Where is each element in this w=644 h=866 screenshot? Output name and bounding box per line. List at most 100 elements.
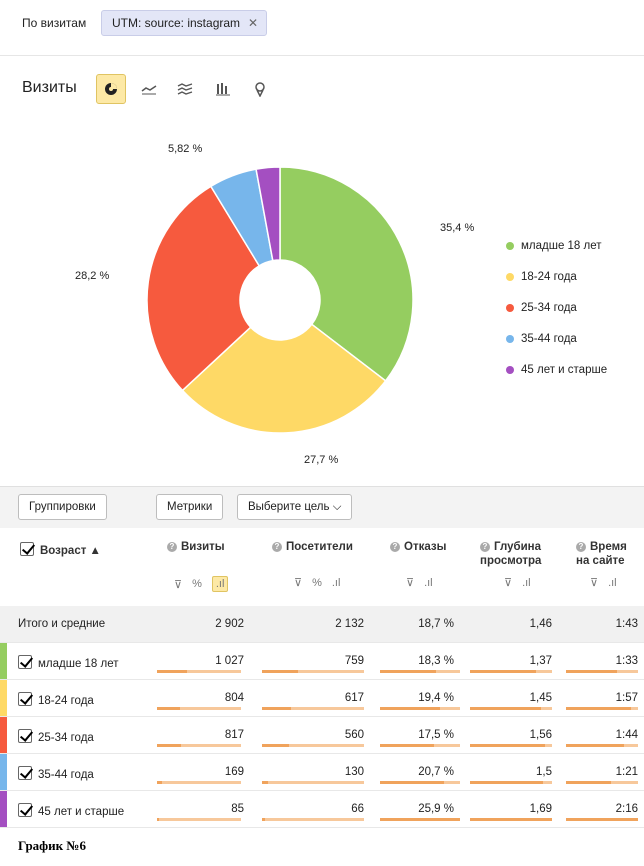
help-icon[interactable]: ? bbox=[167, 542, 177, 552]
pie-slice[interactable] bbox=[146, 185, 261, 392]
legend-item[interactable]: 45 лет и старше bbox=[506, 354, 607, 385]
cell-value: 20,7 % bbox=[418, 766, 454, 778]
bar-view-icon[interactable]: .ıl bbox=[331, 576, 341, 589]
cell-bar-fill bbox=[566, 670, 618, 673]
cell-value: 2 132 bbox=[335, 618, 364, 630]
pie-slice[interactable] bbox=[255, 166, 281, 262]
close-icon[interactable]: ✕ bbox=[248, 16, 259, 30]
column-header[interactable]: ? Отказы bbox=[390, 540, 446, 554]
pie-chart-icon[interactable] bbox=[96, 74, 126, 104]
legend-item[interactable]: младше 18 лет bbox=[506, 230, 607, 261]
cell-value: 1:43 bbox=[615, 618, 638, 630]
column-tools: ⊽% .ıl bbox=[174, 576, 229, 592]
legend-dot bbox=[506, 272, 514, 281]
bar-view-icon[interactable]: .ıl bbox=[211, 576, 229, 592]
cell-bar-fill bbox=[566, 707, 631, 710]
column-header[interactable]: ? Время на сайте bbox=[576, 540, 627, 568]
pie-slice[interactable] bbox=[279, 166, 414, 382]
table-row[interactable]: 25-34 года 817 560 17,5 % 1,56 1:44 bbox=[0, 717, 644, 754]
cell-value: 18,7 % bbox=[418, 618, 454, 630]
row-label-text: младше 18 лет bbox=[38, 658, 119, 670]
filters-label: По визитам bbox=[22, 16, 87, 30]
filter-icon[interactable]: ⊽ bbox=[504, 577, 513, 589]
utm-filter-chip-label: UTM: source: instagram bbox=[112, 16, 241, 30]
cell-value: 1,56 bbox=[529, 729, 552, 741]
checkbox-icon[interactable] bbox=[18, 729, 32, 743]
column-header[interactable]: ? Визиты bbox=[167, 540, 225, 554]
help-icon[interactable]: ? bbox=[390, 542, 400, 552]
cell-bar bbox=[380, 818, 460, 821]
filter-icon[interactable]: ⊽ bbox=[406, 577, 415, 589]
column-header[interactable]: ? Глубина просмотра bbox=[480, 540, 541, 568]
legend-item[interactable]: 25-34 года bbox=[506, 292, 607, 323]
slice-percent-label: 27,7 % bbox=[304, 454, 339, 466]
goal-select-label: Выберите цель bbox=[248, 501, 330, 513]
cell-bar bbox=[380, 707, 460, 710]
percent-icon[interactable]: % bbox=[192, 578, 202, 590]
map-pin-icon[interactable] bbox=[245, 74, 275, 104]
column-header[interactable]: ? Посетители bbox=[272, 540, 353, 554]
slice-percent-label: 28,2 % bbox=[75, 270, 110, 282]
cell-bar bbox=[262, 744, 364, 747]
cell-value: 25,9 % bbox=[418, 803, 454, 815]
cell-bar bbox=[470, 818, 552, 821]
goal-select[interactable]: Выберите цель ⌵ bbox=[237, 494, 353, 520]
utm-filter-chip[interactable]: UTM: source: instagram ✕ bbox=[101, 10, 268, 36]
table-row[interactable]: младше 18 лет 1 027 759 18,3 % 1,37 1:33 bbox=[0, 643, 644, 680]
checkbox-icon[interactable] bbox=[20, 542, 34, 556]
checkbox-icon[interactable] bbox=[18, 692, 32, 706]
checkbox-icon[interactable] bbox=[18, 655, 32, 669]
slice-percent-label: 5,82 % bbox=[168, 143, 203, 155]
column-tools: ⊽ .ıl bbox=[590, 576, 617, 590]
area-chart-icon[interactable] bbox=[170, 74, 200, 104]
help-icon[interactable]: ? bbox=[576, 542, 586, 552]
help-icon[interactable]: ? bbox=[480, 542, 490, 552]
cell-bar-fill bbox=[157, 781, 162, 784]
cell-bar bbox=[566, 670, 638, 673]
cell-bar-fill bbox=[262, 707, 292, 710]
pie-slice[interactable] bbox=[181, 323, 387, 434]
cell-value: 1,46 bbox=[529, 618, 552, 630]
cell-bar-fill bbox=[380, 781, 444, 784]
bar-chart-icon[interactable] bbox=[208, 74, 238, 104]
legend-dot bbox=[506, 241, 514, 250]
filter-icon[interactable]: ⊽ bbox=[174, 578, 183, 591]
column-header-label: Посетители bbox=[286, 541, 353, 553]
row-label-text: Итого и средние bbox=[18, 618, 106, 630]
table-row[interactable]: 18-24 года 804 617 19,4 % 1,45 1:57 bbox=[0, 680, 644, 717]
bar-view-icon[interactable]: .ıl bbox=[522, 576, 531, 589]
row-label: 35-44 года bbox=[18, 766, 94, 781]
cell-bar bbox=[157, 670, 241, 673]
row-label: Итого и средние bbox=[18, 618, 105, 630]
table-total-row[interactable]: Итого и средние 2 902 2 132 18,7 % 1,46 1:43 bbox=[0, 606, 644, 643]
legend-item[interactable]: 18-24 года bbox=[506, 261, 607, 292]
legend-dot bbox=[506, 334, 514, 343]
bar-view-icon[interactable]: .ıl bbox=[424, 576, 433, 589]
filter-icon[interactable]: ⊽ bbox=[590, 577, 599, 589]
metrics-button[interactable]: Метрики bbox=[156, 494, 224, 520]
bar-view-icon[interactable]: .ıl bbox=[608, 576, 617, 589]
row-label: 18-24 года bbox=[18, 692, 94, 707]
table-row[interactable]: 45 лет и старше 85 66 25,9 % 1,69 2:16 bbox=[0, 791, 644, 828]
column-tools: ⊽ .ıl bbox=[504, 576, 531, 590]
table-row[interactable]: 35-44 года 169 130 20,7 % 1,5 1:21 bbox=[0, 754, 644, 791]
filter-icon[interactable]: ⊽ bbox=[294, 577, 303, 589]
cell-bar-fill bbox=[566, 781, 611, 784]
legend-item[interactable]: 35-44 года bbox=[506, 323, 607, 354]
cell-bar bbox=[470, 707, 552, 710]
help-icon[interactable]: ? bbox=[272, 542, 282, 552]
dimension-header[interactable]: Возраст ▲ bbox=[20, 542, 101, 558]
row-color-stripe bbox=[0, 791, 7, 827]
line-chart-icon[interactable] bbox=[134, 74, 164, 104]
checkbox-icon[interactable] bbox=[18, 766, 32, 780]
cell-value: 817 bbox=[224, 729, 244, 741]
checkbox-icon[interactable] bbox=[18, 803, 32, 817]
cell-bar-fill bbox=[380, 744, 435, 747]
cell-bar bbox=[566, 707, 638, 710]
percent-icon[interactable]: % bbox=[312, 576, 322, 589]
cell-bar bbox=[262, 781, 364, 784]
cell-value: 66 bbox=[351, 803, 364, 815]
chart-title: Визиты bbox=[22, 79, 77, 96]
row-color-stripe bbox=[0, 717, 7, 753]
groupings-button[interactable]: Группировки bbox=[18, 494, 107, 520]
